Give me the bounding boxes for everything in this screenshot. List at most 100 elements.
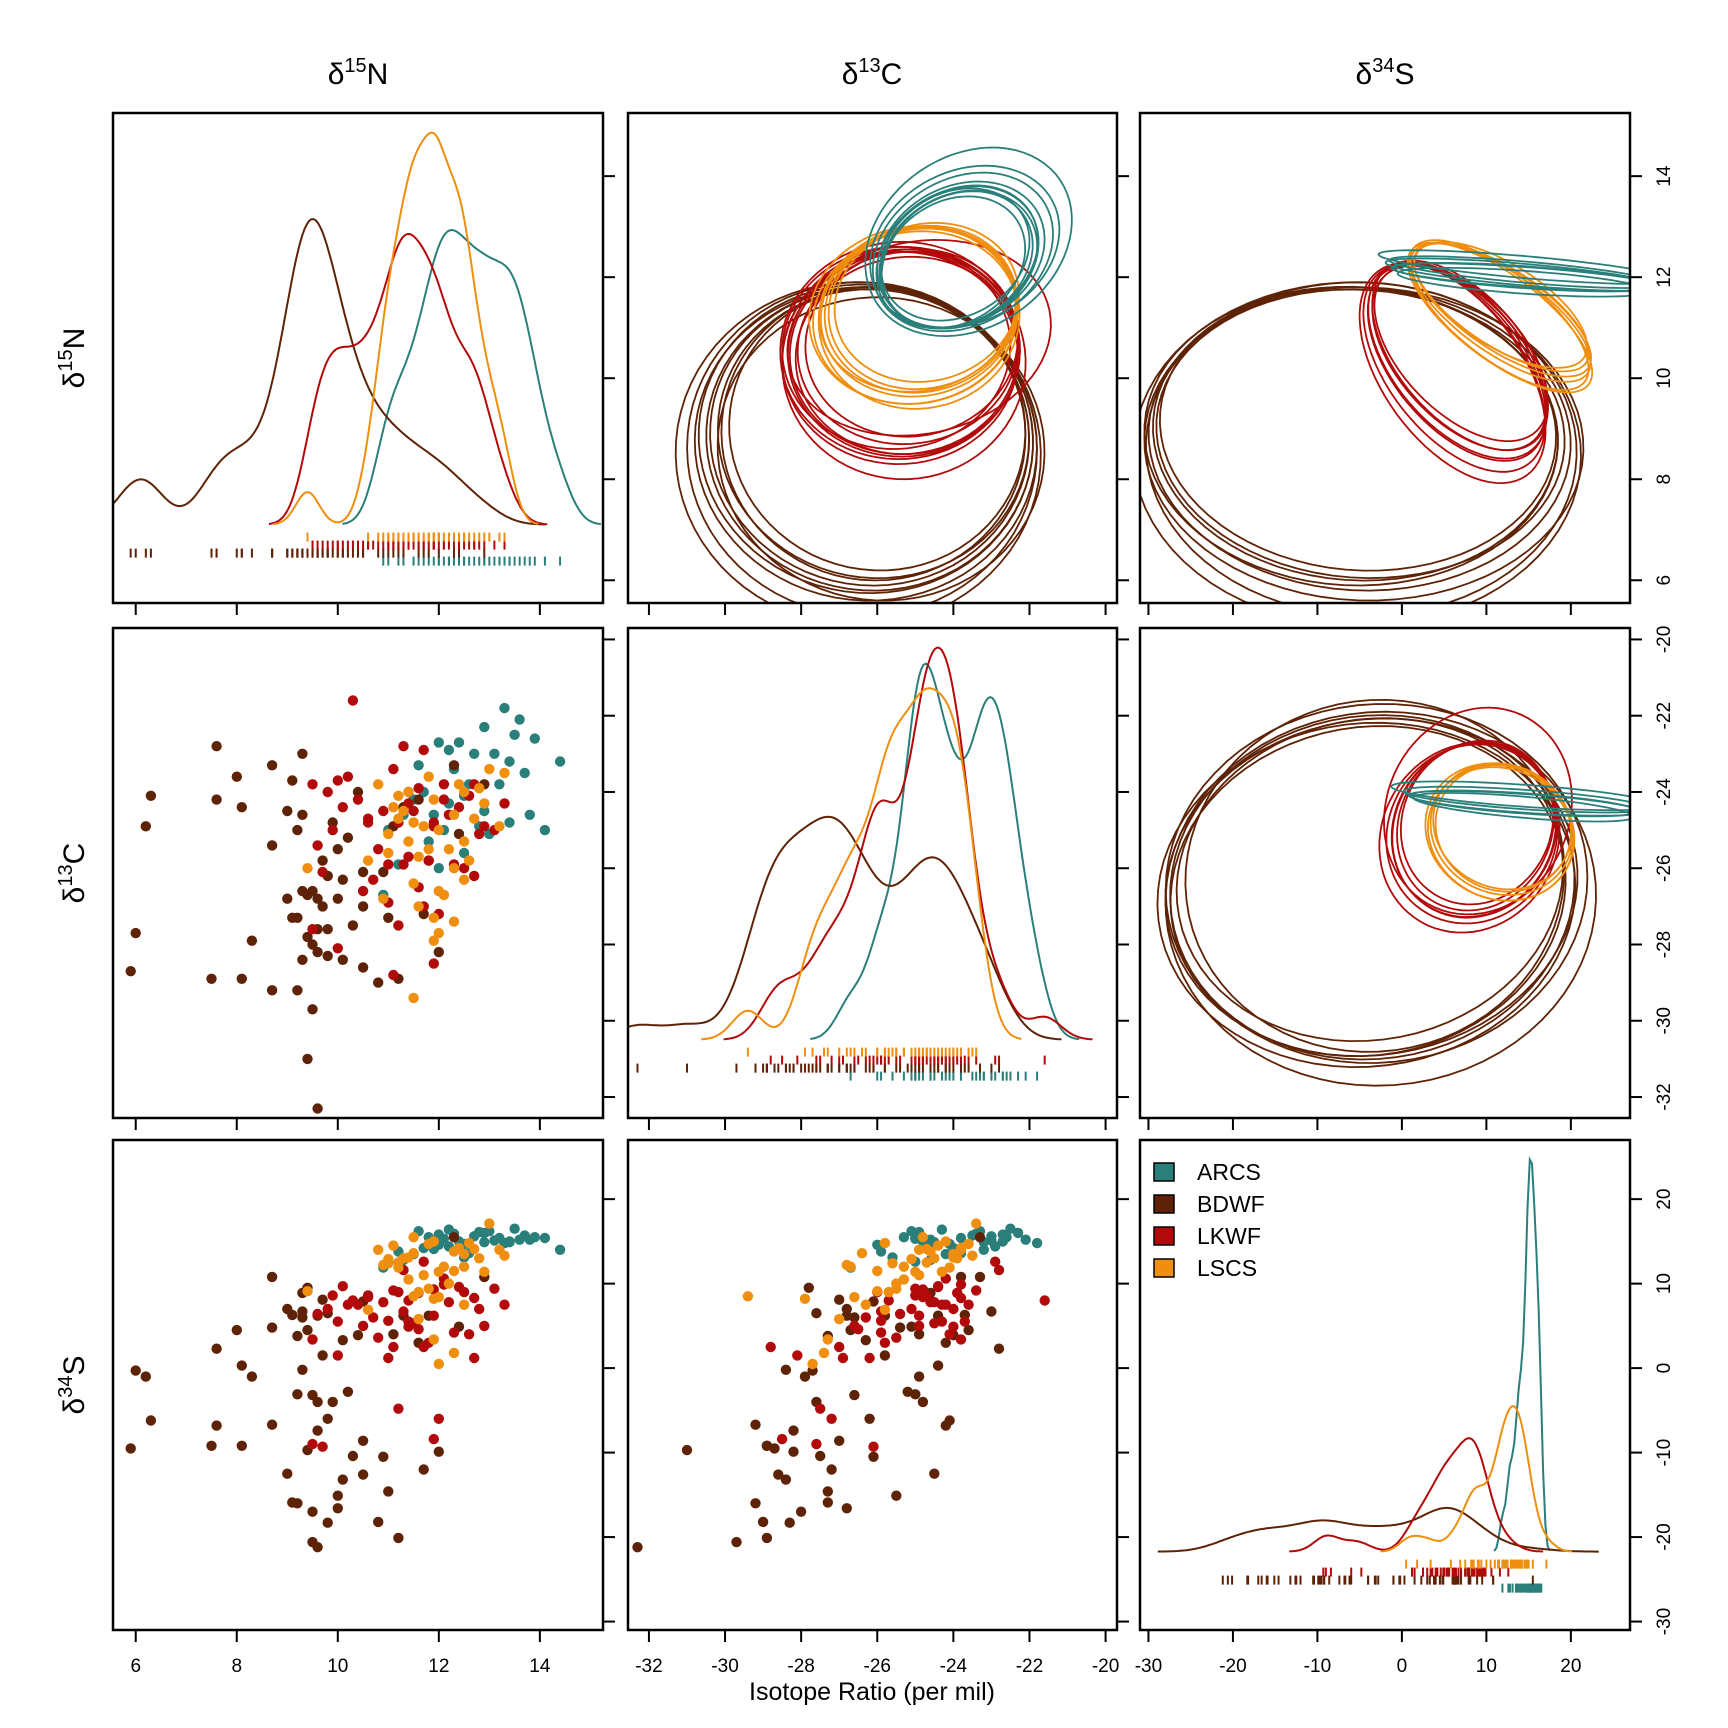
scatter-point-bdwf (347, 920, 359, 931)
x-tick-label: -26 (864, 1656, 891, 1677)
scatter-point-lkwf (383, 1315, 394, 1327)
scatter-point-bdwf (145, 1415, 157, 1426)
density-curve-arcs (810, 662, 1080, 1041)
scatter-point-bdwf (307, 939, 318, 950)
scatter-point-bdwf (302, 931, 313, 943)
scatter-point-bdwf (246, 935, 258, 946)
scatter-point-bdwf (307, 1004, 318, 1015)
y-tick-label: 8 (1654, 474, 1675, 485)
scatter-point-arcs (469, 748, 480, 759)
x-tick-label: 0 (1397, 1656, 1408, 1677)
scatter-point-bdwf (266, 985, 278, 996)
scatter-point-lkwf (906, 1303, 917, 1315)
scatter-point-lscs (834, 1313, 845, 1325)
scatter-point-lscs (952, 1253, 963, 1264)
scatter-point-bdwf (803, 1282, 814, 1294)
scatter-point-lkwf (352, 1299, 364, 1310)
scatter-point-lscs (458, 1299, 470, 1310)
scatter-point-arcs (554, 756, 566, 767)
scatter-point-lscs (403, 836, 414, 847)
y-tick-label: 10 (1654, 368, 1675, 389)
scatter-point-lkwf (307, 924, 318, 935)
scatter-point-lscs (433, 927, 444, 939)
legend-swatch (1153, 1226, 1175, 1246)
scatter-point-lscs (403, 786, 414, 798)
scatter-point-lkwf (337, 802, 348, 813)
x-tick-label: -22 (1016, 1656, 1043, 1677)
x-tick-label: 14 (529, 1656, 551, 1677)
scatter-point-bdwf (125, 966, 136, 977)
scatter-point-lkwf (312, 1308, 323, 1320)
scatter-point-lscs (458, 836, 470, 847)
ellipse-arcs (1390, 262, 1630, 292)
panel-frame (1138, 111, 1632, 605)
scatter-point-lkwf (403, 798, 414, 809)
scatter-point-bdwf (761, 1532, 773, 1544)
y-tick-label: 12 (1654, 267, 1675, 288)
scatter-point-lkwf (403, 851, 414, 862)
scatter-point-bdwf (337, 1335, 348, 1346)
scatter-point-lkwf (423, 855, 434, 866)
scatter-point-lkwf (383, 859, 394, 870)
scatter-point-lkwf (398, 741, 409, 752)
scatter-point-bdwf (312, 1542, 323, 1553)
scatter-point-bdwf (322, 950, 333, 962)
scatter-point-lscs (458, 1261, 470, 1272)
scatter-point-lkwf (963, 1299, 974, 1310)
scatter-point-lscs (373, 1244, 384, 1256)
scatter-point-bdwf (347, 1450, 359, 1462)
ellipse-arcs (876, 180, 1046, 329)
scatter-point-lscs (428, 1293, 439, 1305)
scatter-point-lscs (428, 912, 439, 923)
scatter-point-lscs (438, 889, 450, 901)
x-tick-label: -28 (787, 1656, 814, 1677)
scatter-point-lkwf (388, 763, 399, 775)
scatter-point-bdwf (302, 1053, 313, 1065)
scatter-point-bdwf (418, 908, 429, 920)
panel-frame (626, 626, 1119, 1120)
panel-d15N-d34S: 6 8 10 12 14 (1138, 111, 1675, 615)
scatter-point-bdwf (297, 748, 308, 759)
scatter-point-lscs (383, 1258, 394, 1269)
scatter-point-bdwf (780, 1364, 792, 1376)
scatter-point-lkwf (479, 1320, 490, 1332)
scatter-point-lkwf (469, 870, 480, 882)
scatter-point-lkwf (373, 844, 384, 855)
scatter-point-lscs (413, 901, 424, 912)
ellipse-lscs (833, 221, 1020, 383)
panel-frame (626, 111, 1119, 605)
scatter-point-bdwf (750, 1419, 761, 1430)
scatter-point-bdwf (913, 1329, 925, 1340)
scatter-point-lkwf (944, 1329, 955, 1340)
scatter-point-lkwf (418, 744, 429, 756)
scatter-point-bdwf (955, 1271, 967, 1283)
scatter-point-bdwf (731, 1536, 742, 1548)
scatter-point-lkwf (776, 1433, 788, 1445)
scatter-point-bdwf (811, 1308, 822, 1319)
scatter-point-lkwf (458, 863, 470, 874)
scatter-point-bdwf (378, 1451, 389, 1463)
scatter-point-lkwf (853, 1324, 864, 1335)
scatter-point-lkwf (868, 1441, 879, 1452)
scatter-point-lscs (944, 1262, 955, 1273)
scatter-point-arcs (443, 744, 455, 756)
ellipse-arcs (1390, 780, 1630, 812)
scatter-point-bdwf (761, 1440, 773, 1452)
scatter-point-lkwf (428, 1433, 439, 1445)
panel-d34S-d15N: 6 8 10 12 14 (111, 1138, 615, 1677)
scatter-point-bdwf (266, 840, 278, 851)
scatter-point-bdwf (206, 1440, 217, 1452)
panel-d13C-d34S: -32 -30 -28 -26 -24 -22 -20 (1138, 626, 1675, 1130)
scatter-point-lscs (469, 813, 480, 824)
scatter-point-lkwf (499, 1299, 510, 1310)
column-title-d34s: δ34S (1356, 55, 1415, 91)
scatter-point-bdwf (681, 1444, 693, 1456)
scatter-point-lkwf (474, 828, 485, 840)
scatter-point-bdwf (932, 1360, 944, 1371)
legend-item-arcs: ARCS (1153, 1159, 1261, 1185)
ellipse-arcs (880, 189, 1039, 330)
scatter-point-bdwf (433, 946, 444, 958)
ellipse-bdwf (1140, 281, 1582, 603)
scatter-point-lkwf (327, 824, 338, 836)
